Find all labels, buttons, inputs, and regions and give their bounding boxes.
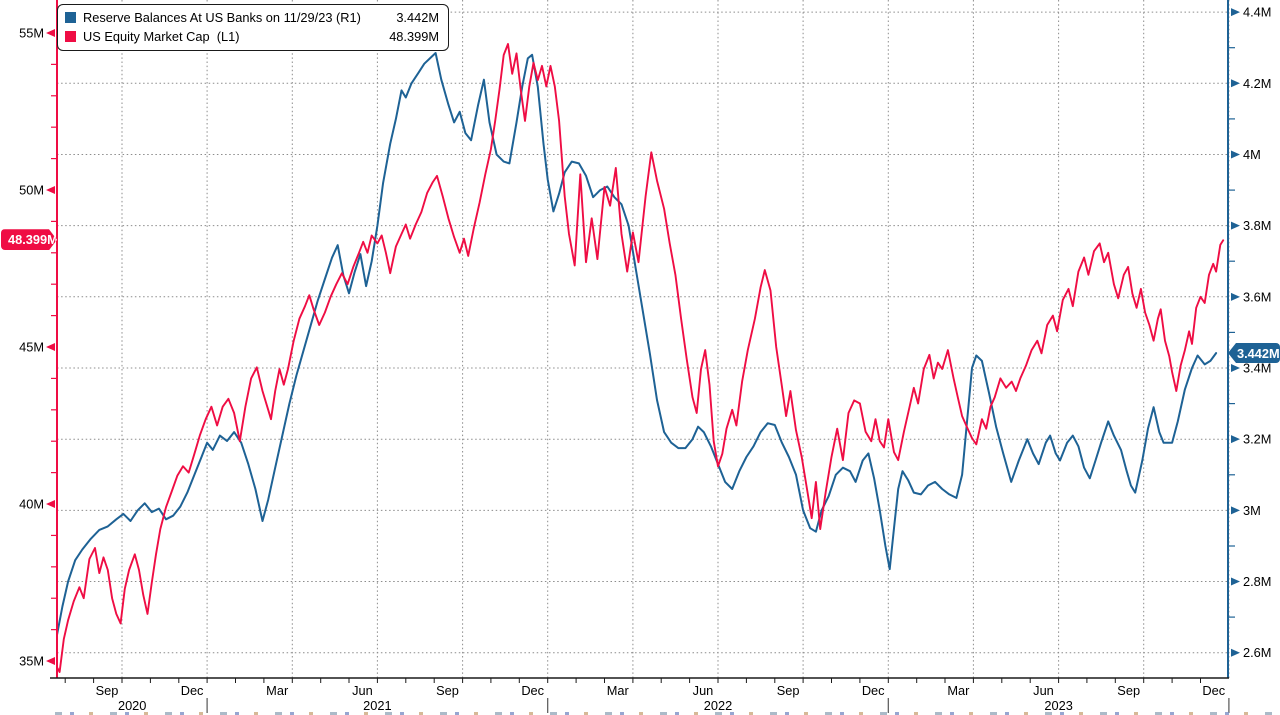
axis-spines xyxy=(50,0,1229,679)
month-label: Mar xyxy=(947,683,970,698)
month-label: Dec xyxy=(521,683,544,698)
series-line-us-equity-market-cap[interactable] xyxy=(57,43,1225,673)
right-axis-tick-arrow-icon xyxy=(1231,364,1240,373)
month-label: Sep xyxy=(777,683,800,698)
right-axis-tick-label: 2.8M xyxy=(1243,574,1271,589)
last-value-tag-reserves-text: 3.442M xyxy=(1237,345,1280,361)
right-axis-tick-label: 3.2M xyxy=(1243,432,1271,447)
month-label: Dec xyxy=(862,683,885,698)
right-axis-tick-arrow-icon xyxy=(1231,506,1240,515)
month-label: Jun xyxy=(352,683,373,698)
left-axis-tick-label: 35M xyxy=(19,654,44,669)
month-label: Dec xyxy=(181,683,204,698)
left-axis-tick-arrow-icon xyxy=(46,28,55,37)
month-label: Sep xyxy=(436,683,459,698)
series-line-reserve-balances-at-us-banks[interactable] xyxy=(57,52,1218,636)
series-lines xyxy=(57,43,1225,673)
legend-item-equity-market-cap[interactable]: US Equity Market Cap (L1) 48.399M xyxy=(65,27,439,46)
right-axis-tick-arrow-icon xyxy=(1231,648,1240,657)
year-label: 2020 xyxy=(118,698,146,713)
month-label: Mar xyxy=(607,683,630,698)
month-label: Jun xyxy=(693,683,714,698)
left-axis-tick-arrow-icon xyxy=(46,657,55,666)
left-axis-tick-label: 40M xyxy=(19,497,44,512)
right-axis-tick-label: 2.6M xyxy=(1243,645,1271,660)
last-value-tag-reserves: 3.442M xyxy=(1228,343,1280,364)
left-axis-tick-arrow-icon xyxy=(46,343,55,352)
right-axis-tick-arrow-icon xyxy=(1231,435,1240,444)
right-axis-tick-arrow-icon xyxy=(1231,221,1240,230)
last-value-tag-equity-text: 48.399M xyxy=(8,232,58,248)
month-label: Jun xyxy=(1033,683,1054,698)
right-axis-tick-arrow-icon xyxy=(1231,150,1240,159)
month-label: Sep xyxy=(1117,683,1140,698)
month-label: Dec xyxy=(1202,683,1225,698)
year-label: 2021 xyxy=(363,698,391,713)
legend-value-reserve-balances: 3.442M xyxy=(396,10,439,25)
right-axis-tick-label: 3.8M xyxy=(1243,218,1271,233)
cutoff-text-strip xyxy=(55,712,1280,715)
left-axis-tick-label: 50M xyxy=(19,182,44,197)
last-value-tag-equity: 48.399M xyxy=(1,229,58,251)
legend-swatch-equity-market-cap-icon xyxy=(65,31,76,42)
gridlines xyxy=(57,0,1230,678)
right-axis-tick-label: 3.6M xyxy=(1243,289,1271,304)
left-axis-tick-arrow-icon xyxy=(46,500,55,509)
legend-label-equity-market-cap: US Equity Market Cap (L1) xyxy=(83,29,240,44)
right-axis: 2.6M 2.8M 3M 3.2M 3.4M 3.6M 3.8M 4M 4.2M 4.4M xyxy=(1228,5,1271,660)
right-axis-tick-label: 3.4M xyxy=(1243,361,1271,376)
right-axis-tick-label: 3M xyxy=(1243,503,1261,518)
left-axis-tick-arrow-icon xyxy=(46,185,55,194)
legend-swatch-reserve-balances-icon xyxy=(65,12,76,23)
bottom-axis: Sep Dec Mar Jun Sep Dec Mar Jun Sep Dec Mar Jun Sep D… xyxy=(64,678,1230,713)
legend-item-reserve-balances[interactable]: Reserve Balances At US Banks on 11/29/23… xyxy=(65,8,439,27)
left-axis-tick-label: 55M xyxy=(19,25,44,40)
legend-box: Reserve Balances At US Banks on 11/29/23… xyxy=(57,4,449,51)
right-axis-tick-arrow-icon xyxy=(1231,577,1240,586)
left-axis: 35M 40M 45M 50M 55M xyxy=(19,25,57,669)
legend-value-equity-market-cap: 48.399M xyxy=(389,29,439,44)
right-axis-tick-label: 4M xyxy=(1243,147,1261,162)
right-axis-tick-label: 4.4M xyxy=(1243,5,1271,20)
year-label: 2023 xyxy=(1044,698,1072,713)
right-axis-tick-arrow-icon xyxy=(1231,292,1240,301)
legend-label-reserve-balances: Reserve Balances At US Banks on 11/29/23… xyxy=(83,10,361,25)
right-axis-tick-label: 4.2M xyxy=(1243,76,1271,91)
right-axis-tick-arrow-icon xyxy=(1231,8,1240,17)
right-axis-tick-arrow-icon xyxy=(1231,79,1240,88)
left-axis-tick-label: 45M xyxy=(19,340,44,355)
month-label: Mar xyxy=(266,683,289,698)
month-label: Sep xyxy=(96,683,119,698)
year-label: 2022 xyxy=(704,698,732,713)
